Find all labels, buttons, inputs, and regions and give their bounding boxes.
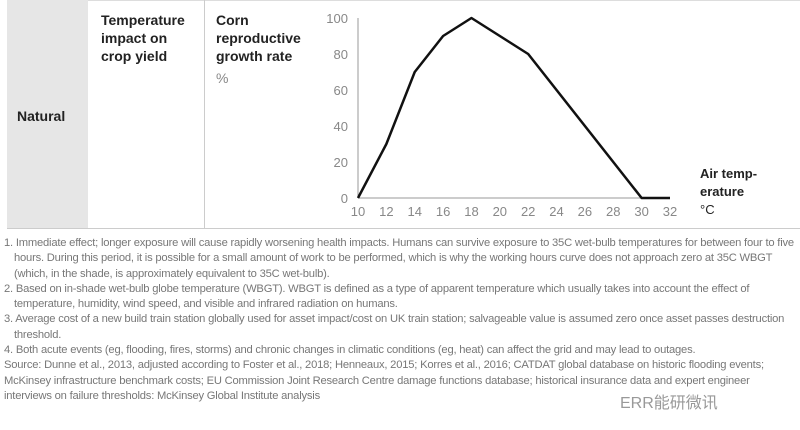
unit-label: % [216,70,229,86]
footnote: 1. Immediate effect; longer exposure wil… [4,237,794,280]
column-divider [204,0,205,228]
x-axis-label: Air temp- [700,166,757,181]
x-tick-label: 24 [549,204,563,219]
line-chart: 0 20 40 60 80 100 10 12 14 16 18 20 22 24 26 28 30 32 Air … [326,11,757,219]
row-label-cell: Natural [7,0,88,228]
x-tick-label: 12 [379,204,393,219]
x-tick-label: 16 [436,204,450,219]
x-tick-label: 30 [634,204,648,219]
footnotes: 1. Immediate effect; longer exposure wil… [4,236,794,404]
x-axis-label: erature [700,184,744,199]
measure-title: Corn reproductive growth rate [216,12,301,64]
source-note: Source: Dunne et al., 2013, adjusted acc… [4,359,764,402]
x-tick-label: 18 [464,204,478,219]
x-axis-label: °C [700,202,715,217]
x-tick-label: 22 [521,204,535,219]
x-tick-label: 26 [578,204,592,219]
y-tick-label: 60 [334,83,348,98]
metric-title: Temperature impact on crop yield [101,12,185,64]
y-tick-label: 20 [334,155,348,170]
row-label: Natural [17,108,66,124]
footnote: 3. Average cost of a new build train sta… [4,313,785,341]
footnote: 4. Both acute events (eg, flooding, fire… [4,344,696,357]
y-tick-label: 80 [334,47,348,62]
x-tick-label: 28 [606,204,620,219]
x-tick-label: 10 [351,204,365,219]
y-tick-label: 0 [341,191,348,206]
y-tick-label: 100 [326,11,348,26]
watermark: ERR能研微讯 [620,395,718,412]
x-tick-label: 14 [407,204,421,219]
bottom-border [7,228,800,229]
y-tick-label: 40 [334,119,348,134]
series-line [356,16,670,200]
x-tick-label: 32 [663,204,677,219]
x-tick-label: 20 [493,204,507,219]
footnote: 2. Based on in-shade wet-bulb globe temp… [4,282,750,311]
top-border [88,0,800,1]
